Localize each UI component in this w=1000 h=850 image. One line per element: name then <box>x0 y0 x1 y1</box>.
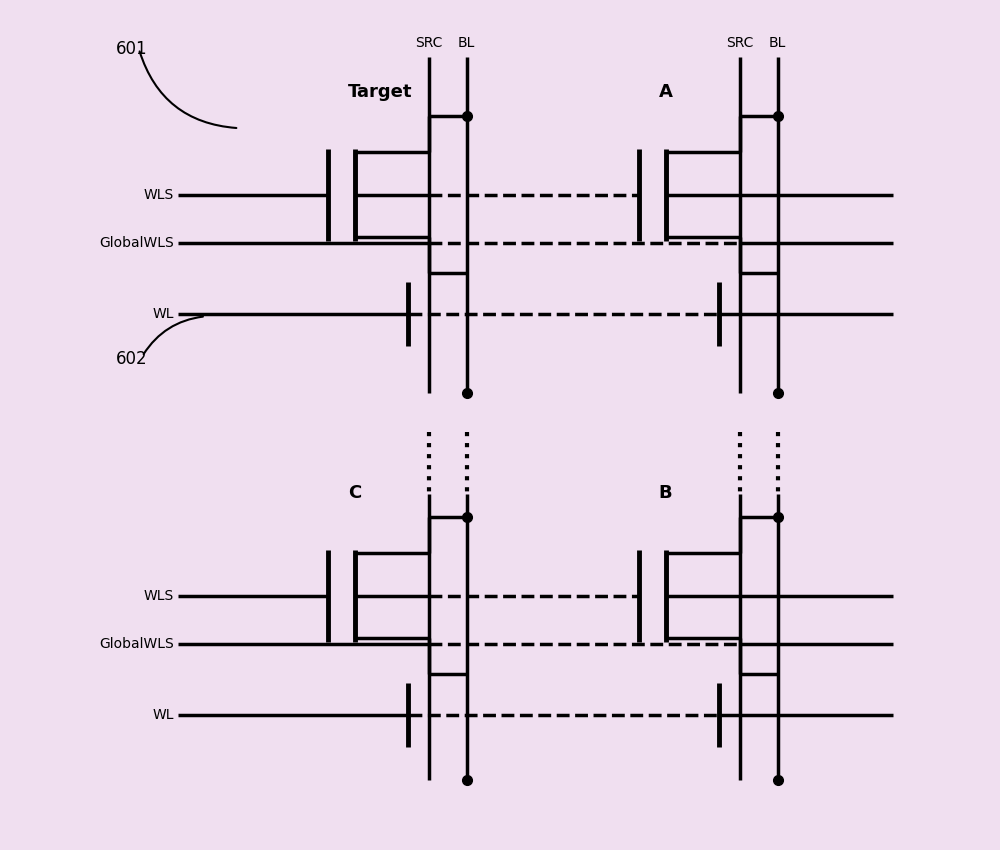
Text: Target: Target <box>348 82 412 100</box>
Text: WLS: WLS <box>144 188 174 202</box>
Text: WLS: WLS <box>144 589 174 604</box>
Text: A: A <box>659 82 673 100</box>
Text: WL: WL <box>152 708 174 722</box>
Text: 602: 602 <box>115 349 147 368</box>
Text: SRC: SRC <box>415 37 443 50</box>
Text: 601: 601 <box>115 41 147 59</box>
Text: GlobalWLS: GlobalWLS <box>99 637 174 651</box>
Text: C: C <box>348 484 361 502</box>
FancyArrowPatch shape <box>144 316 203 354</box>
Text: BL: BL <box>769 37 786 50</box>
Text: GlobalWLS: GlobalWLS <box>99 235 174 250</box>
Text: SRC: SRC <box>726 37 754 50</box>
FancyArrowPatch shape <box>140 51 236 128</box>
Text: BL: BL <box>458 37 475 50</box>
Text: B: B <box>659 484 672 502</box>
Text: WL: WL <box>152 307 174 320</box>
